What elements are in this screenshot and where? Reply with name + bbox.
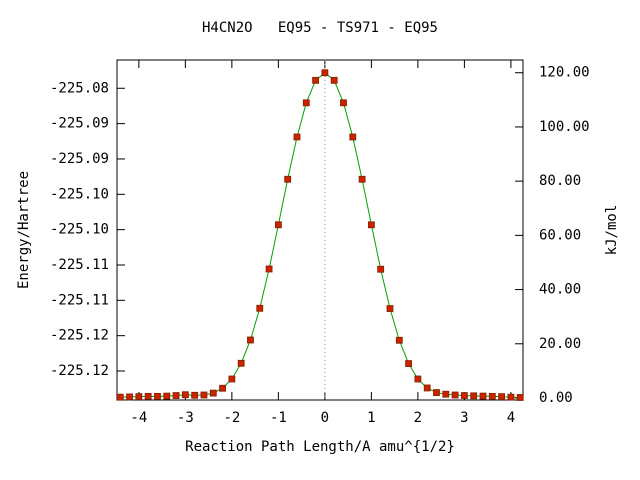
y2-tick-label: 120.00 [539, 65, 590, 81]
data-point [209, 389, 217, 397]
data-point [293, 133, 301, 141]
y-tick-label: -225.09 [50, 116, 109, 132]
data-point [284, 175, 292, 183]
data-point [256, 304, 264, 312]
data-point [265, 265, 273, 273]
chart-title: H4CN2O EQ95 - TS971 - EQ95 [202, 20, 438, 36]
data-point [414, 375, 422, 383]
data-point [237, 359, 245, 367]
data-point [423, 384, 431, 392]
y2-axis-label: kJ/mol [604, 205, 620, 256]
data-point [144, 392, 152, 400]
y2-tick-label: 60.00 [539, 227, 581, 243]
data-point [488, 392, 496, 400]
y-tick-label: -225.11 [50, 292, 109, 308]
data-point [191, 391, 199, 399]
x-tick-label: 4 [507, 410, 515, 426]
y-tick-label: -225.11 [50, 257, 109, 273]
data-point [116, 393, 124, 401]
y-tick-label: -225.08 [50, 80, 109, 96]
data-point [479, 392, 487, 400]
x-tick-label: -4 [130, 410, 147, 426]
y-tick-label: -225.12 [50, 328, 109, 344]
y2-tick-label: 40.00 [539, 282, 581, 298]
data-point [321, 69, 329, 77]
y2-tick-label: 20.00 [539, 336, 581, 352]
data-point [340, 99, 347, 107]
data-point [386, 305, 394, 312]
x-tick-label: 2 [414, 410, 422, 426]
x-tick-label: 0 [321, 410, 329, 426]
data-point [433, 389, 440, 396]
x-tick-label: 1 [367, 410, 375, 426]
x-tick-label: -3 [177, 410, 194, 426]
data-point [247, 336, 254, 344]
data-point [163, 392, 171, 400]
data-point [405, 360, 412, 367]
y-axis-label: Energy/Hartree [16, 171, 32, 289]
data-point [507, 393, 515, 401]
x-tick-label: 3 [460, 410, 468, 426]
data-point [330, 76, 338, 84]
data-point [219, 384, 226, 392]
y-tick-label: -225.12 [50, 363, 109, 379]
data-point [395, 336, 403, 344]
data-point [461, 392, 468, 399]
data-point [377, 265, 385, 273]
data-point [172, 392, 180, 399]
x-tick-label: -1 [270, 410, 287, 426]
data-point [181, 391, 189, 399]
y-tick-label: -225.10 [50, 222, 109, 238]
data-point [312, 76, 319, 84]
x-axis-label: Reaction Path Length/A amu^{1/2} [185, 439, 455, 455]
data-point [470, 392, 478, 400]
data-point [274, 221, 282, 229]
data-point [154, 392, 161, 400]
data-point [498, 393, 506, 401]
data-point [451, 391, 459, 399]
data-point [135, 393, 143, 401]
data-point [349, 133, 357, 141]
y-tick-label: -225.09 [50, 151, 109, 167]
data-point [228, 375, 236, 383]
data-point [516, 394, 524, 401]
data-point [442, 390, 450, 398]
y2-tick-label: 0.00 [539, 390, 573, 406]
y2-tick-label: 100.00 [539, 119, 590, 135]
data-point [367, 221, 375, 229]
y-tick-label: -225.10 [50, 186, 109, 202]
data-point [200, 391, 208, 399]
data-point [358, 175, 366, 183]
data-point [126, 393, 133, 401]
data-point [302, 99, 310, 107]
x-tick-label: -2 [223, 410, 240, 426]
y2-tick-label: 80.00 [539, 173, 581, 189]
